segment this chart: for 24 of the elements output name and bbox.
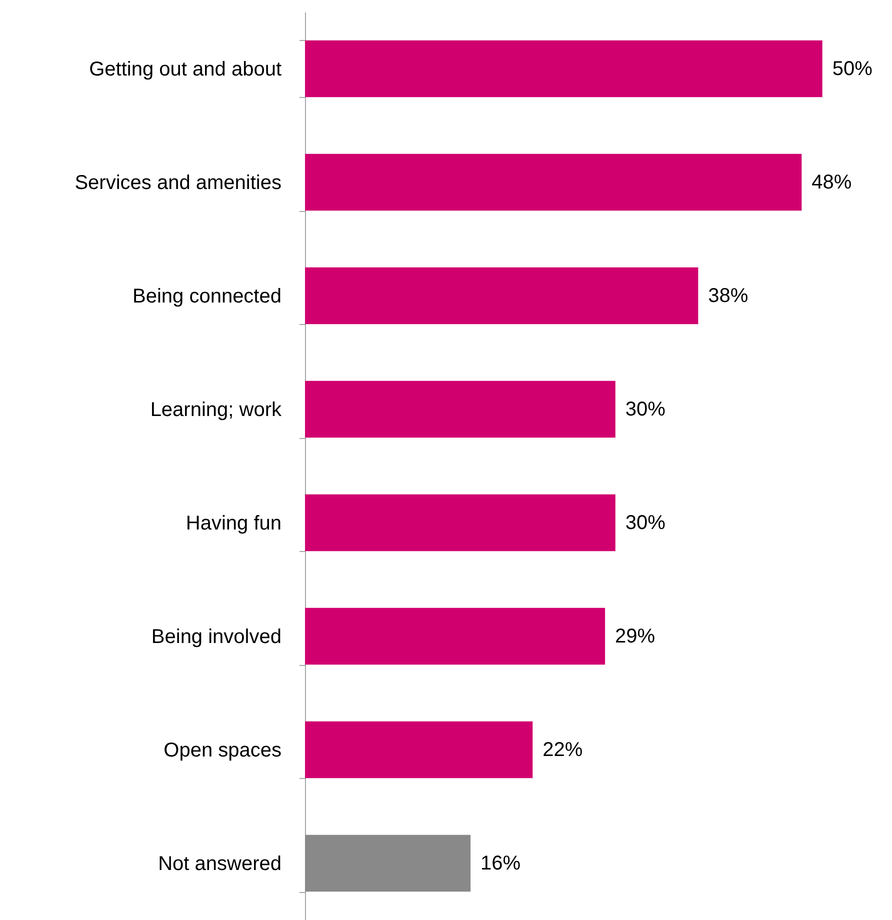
- data-label: 22%: [542, 738, 583, 761]
- data-label: 50%: [832, 58, 873, 80]
- y-tick-label: Being involved: [151, 626, 282, 648]
- bar: [305, 40, 822, 98]
- data-label: 16%: [480, 852, 521, 874]
- bar: [305, 608, 606, 665]
- y-tick-label: Learning; work: [150, 398, 282, 421]
- y-tick-label: Having fun: [186, 512, 282, 534]
- y-tick-label: Being connected: [132, 285, 282, 308]
- y-tick-label: Open spaces: [164, 739, 282, 762]
- y-tick-label: Not answered: [158, 852, 282, 875]
- data-label: 30%: [625, 398, 666, 420]
- data-label: 30%: [625, 512, 666, 534]
- bar: [305, 267, 698, 324]
- data-label: 29%: [615, 625, 656, 648]
- bar: [305, 721, 533, 778]
- bar: [305, 154, 802, 211]
- data-label: 38%: [708, 284, 748, 307]
- bar: [305, 834, 471, 892]
- y-tick-label: Getting out and about: [89, 58, 282, 80]
- y-tick-label: Services and amenities: [74, 172, 282, 194]
- data-label: 48%: [812, 171, 852, 194]
- bar: [305, 494, 616, 552]
- bar: [305, 380, 616, 438]
